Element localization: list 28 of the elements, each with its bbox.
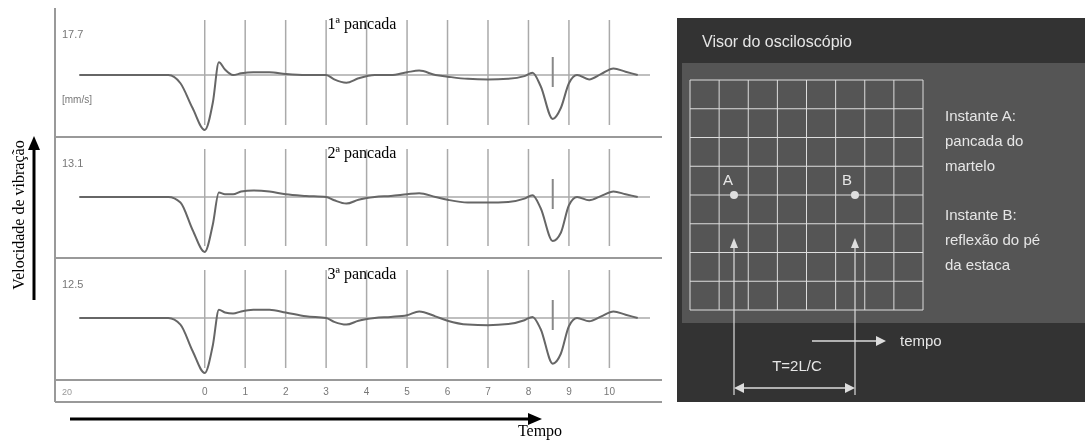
text: 12.5 <box>62 278 84 290</box>
chart-title: 1ª pancada <box>327 15 397 33</box>
text: tempo <box>900 332 942 349</box>
text: Instante B: reflexão do pé da estaca <box>945 206 1041 273</box>
text: 13.1 <box>62 157 84 169</box>
x-tick-label: 2 <box>282 386 289 397</box>
x-tick-label: 5 <box>404 386 411 397</box>
x-axis-title: Tempo <box>517 422 563 440</box>
text: B <box>842 171 853 188</box>
chart-title: 3ª pancada <box>327 265 397 283</box>
text: T=2L/C <box>772 357 822 374</box>
y-axis-title: Velocidade de vibração <box>10 140 28 290</box>
text: Instante A: pancada do martelo <box>945 107 1024 174</box>
annotation: [mm/s] <box>62 94 93 105</box>
x-tick-label: 7 <box>485 386 492 397</box>
x-tick-label: 4 <box>363 386 370 397</box>
text: 20 <box>62 387 73 397</box>
x-tick-label: 6 <box>444 386 451 397</box>
text: 17.7 <box>62 28 84 40</box>
x-tick-label: 1 <box>242 386 249 397</box>
x-tick-label: 10 <box>603 386 616 397</box>
text: A <box>723 171 734 188</box>
text: Visor do osciloscópio <box>702 33 853 50</box>
x-tick-label: 8 <box>525 386 532 397</box>
x-tick-label: 3 <box>323 386 330 397</box>
x-tick-label: 0 <box>201 386 208 397</box>
chart-title: 2ª pancada <box>327 144 397 162</box>
x-tick-label: 9 <box>566 386 573 397</box>
